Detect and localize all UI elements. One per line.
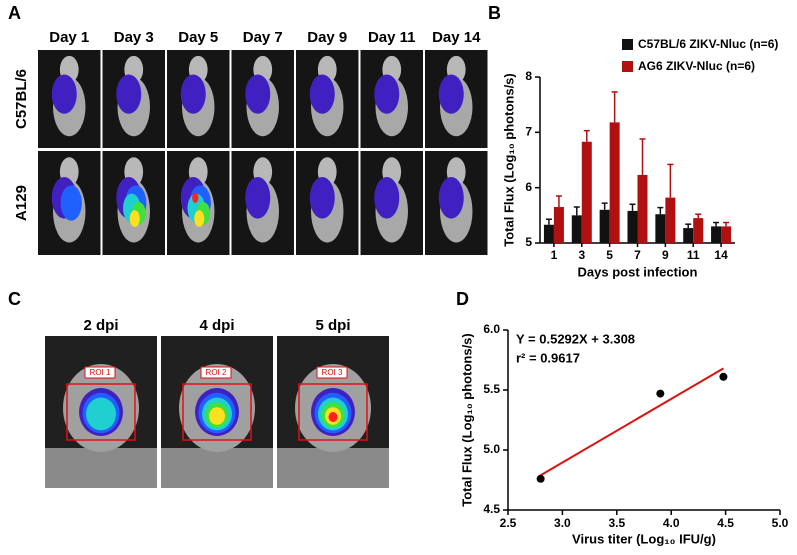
bar <box>627 210 638 243</box>
x-axis-label: Virus titer (Log₁₀ IFU/g) <box>572 531 716 546</box>
point <box>719 372 728 381</box>
bar <box>693 218 704 243</box>
signal <box>328 412 338 422</box>
x-tick-label: 5.0 <box>772 516 789 530</box>
x-tick-label: 2.5 <box>500 516 517 530</box>
signal <box>438 177 464 219</box>
bar <box>721 226 732 243</box>
row-header: C57BL/6 <box>13 69 30 129</box>
signal <box>129 210 140 227</box>
roi-box <box>298 383 368 441</box>
column-header: Day 7 <box>243 29 283 46</box>
x-tick-label: 3 <box>578 248 585 262</box>
annotation: r² = 0.9617 <box>516 350 580 365</box>
x-tick-label: 3.5 <box>608 516 625 530</box>
annotation: Y = 0.5292X + 3.308 <box>516 331 635 346</box>
row-header: A129 <box>13 185 30 221</box>
point <box>656 389 665 398</box>
x-tick-label: 11 <box>687 248 700 262</box>
y-tick-label: 6.0 <box>483 322 500 336</box>
fit-line <box>540 367 724 477</box>
bar <box>599 209 610 243</box>
column-header: Day 1 <box>49 29 89 46</box>
point <box>536 474 545 483</box>
x-tick-label: 4.0 <box>663 516 680 530</box>
signal <box>209 407 225 425</box>
signal <box>116 74 142 114</box>
roi-label: ROI 1 <box>90 368 111 377</box>
column-header: 2 dpi <box>83 317 118 334</box>
y-tick-label: 8 <box>525 69 532 83</box>
bar <box>665 197 676 243</box>
y-tick-label: 6 <box>525 180 532 194</box>
roi-label: ROI 3 <box>322 368 343 377</box>
x-axis-label: Days post infection <box>578 264 698 279</box>
bar <box>655 214 666 243</box>
signal <box>245 177 271 219</box>
legend-label: AG6 ZIKV-Nluc (n=6) <box>638 59 755 73</box>
signal <box>438 74 464 114</box>
y-tick-label: 4.5 <box>483 502 500 516</box>
signal <box>194 210 205 227</box>
y-tick-label: 7 <box>525 125 532 139</box>
signal <box>309 74 335 114</box>
signal <box>86 397 116 431</box>
roi-tag <box>84 366 116 379</box>
y-tick-label: 5.5 <box>483 382 500 396</box>
bar <box>683 228 694 243</box>
column-header: 4 dpi <box>199 317 234 334</box>
x-tick-label: 14 <box>714 248 728 262</box>
x-tick-label: 7 <box>634 248 641 262</box>
legend-label: C57BL/6 ZIKV-Nluc (n=6) <box>638 37 778 51</box>
bar <box>581 141 592 243</box>
roi-box <box>66 383 136 441</box>
roi-box <box>182 383 252 441</box>
bar <box>553 207 564 243</box>
y-tick-label: 5.0 <box>483 442 500 456</box>
y-tick-label: 5 <box>525 235 532 249</box>
signal <box>60 185 82 221</box>
legend-swatch <box>622 61 633 72</box>
x-tick-label: 4.5 <box>717 516 734 530</box>
bar <box>543 224 554 243</box>
background <box>277 448 389 488</box>
column-header: Day 3 <box>114 29 154 46</box>
signal <box>180 74 206 114</box>
roi-tag <box>316 366 348 379</box>
column-header: 5 dpi <box>315 317 350 334</box>
panel-label: A <box>8 3 21 23</box>
panel-label: B <box>488 3 501 23</box>
column-header: Day 5 <box>178 29 218 46</box>
signal <box>192 192 199 203</box>
bar <box>711 226 722 243</box>
y-axis-label: Total Flux (Log₁₀ photons/s) <box>501 73 516 246</box>
signal <box>374 177 400 219</box>
roi-tag <box>200 366 232 379</box>
x-tick-label: 9 <box>662 248 669 262</box>
column-header: Day 11 <box>368 29 416 46</box>
signal <box>245 74 271 114</box>
y-axis-label: Total Flux (Log₁₀ photons/s) <box>459 333 474 506</box>
background <box>45 448 157 488</box>
column-header: Day 14 <box>432 29 481 46</box>
legend-swatch <box>622 39 633 50</box>
background <box>161 448 273 488</box>
x-tick-label: 3.0 <box>554 516 571 530</box>
column-header: Day 9 <box>307 29 347 46</box>
signal <box>374 74 400 114</box>
bar <box>609 122 620 243</box>
panel-label: D <box>456 289 469 309</box>
bar <box>637 174 648 243</box>
signal <box>51 74 77 114</box>
roi-label: ROI 2 <box>206 368 227 377</box>
signal <box>309 177 335 219</box>
panel-label: C <box>8 289 21 309</box>
x-tick-label: 5 <box>606 248 613 262</box>
x-tick-label: 1 <box>551 248 558 262</box>
bar <box>571 215 582 243</box>
